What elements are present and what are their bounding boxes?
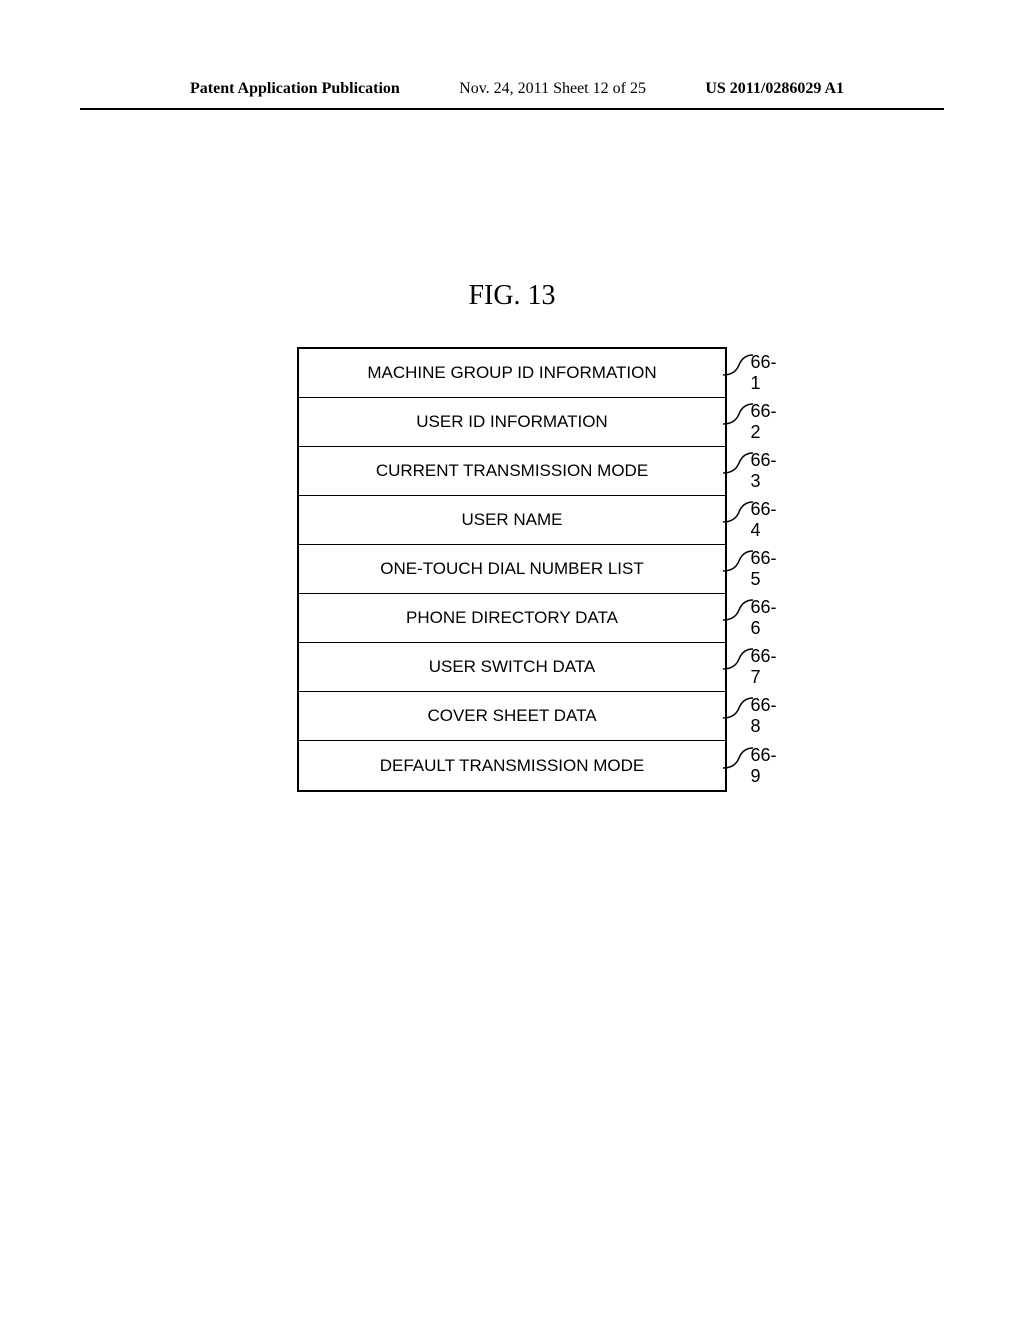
- reference-number: 66-1: [750, 352, 781, 394]
- row-label: USER SWITCH DATA: [429, 657, 596, 677]
- table-row: USER SWITCH DATA66-7: [299, 643, 725, 692]
- reference-number: 66-4: [750, 499, 781, 541]
- header-left-text: Patent Application Publication: [190, 80, 400, 98]
- leader-curve-icon: [723, 655, 748, 679]
- table-row: DEFAULT TRANSMISSION MODE66-9: [299, 741, 725, 790]
- reference-label: 66-4: [725, 499, 781, 541]
- row-label: PHONE DIRECTORY DATA: [406, 608, 618, 628]
- reference-number: 66-5: [750, 548, 781, 590]
- row-label: DEFAULT TRANSMISSION MODE: [380, 756, 645, 776]
- leader-curve-icon: [723, 606, 748, 630]
- reference-number: 66-7: [750, 646, 781, 688]
- table-row: COVER SHEET DATA66-8: [299, 692, 725, 741]
- header-right-text: US 2011/0286029 A1: [705, 80, 844, 98]
- page-header: Patent Application Publication Nov. 24, …: [80, 0, 944, 110]
- reference-label: 66-5: [725, 548, 781, 590]
- row-label: COVER SHEET DATA: [427, 706, 596, 726]
- table-row: USER ID INFORMATION66-2: [299, 398, 725, 447]
- leader-curve-icon: [723, 754, 748, 778]
- reference-label: 66-9: [725, 745, 781, 787]
- leader-curve-icon: [723, 459, 748, 483]
- table-row: MACHINE GROUP ID INFORMATION66-1: [299, 349, 725, 398]
- reference-number: 66-6: [750, 597, 781, 639]
- row-label: MACHINE GROUP ID INFORMATION: [367, 363, 656, 383]
- leader-curve-icon: [723, 361, 748, 385]
- leader-curve-icon: [723, 557, 748, 581]
- leader-curve-icon: [723, 704, 748, 728]
- figure-title: FIG. 13: [0, 280, 1024, 312]
- row-label: ONE-TOUCH DIAL NUMBER LIST: [380, 559, 644, 579]
- table-row: PHONE DIRECTORY DATA66-6: [299, 594, 725, 643]
- reference-label: 66-6: [725, 597, 781, 639]
- row-label: USER NAME: [461, 510, 562, 530]
- row-label: CURRENT TRANSMISSION MODE: [376, 461, 648, 481]
- table-row: CURRENT TRANSMISSION MODE66-3: [299, 447, 725, 496]
- reference-label: 66-3: [725, 450, 781, 492]
- reference-number: 66-2: [750, 401, 781, 443]
- data-structure-table: MACHINE GROUP ID INFORMATION66-1USER ID …: [297, 347, 727, 792]
- leader-curve-icon: [723, 508, 748, 532]
- reference-number: 66-9: [750, 745, 781, 787]
- reference-number: 66-8: [750, 695, 781, 737]
- reference-label: 66-8: [725, 695, 781, 737]
- table-row: USER NAME66-4: [299, 496, 725, 545]
- diagram-container: MACHINE GROUP ID INFORMATION66-1USER ID …: [0, 347, 1024, 792]
- row-label: USER ID INFORMATION: [416, 412, 607, 432]
- leader-curve-icon: [723, 410, 748, 434]
- header-center-text: Nov. 24, 2011 Sheet 12 of 25: [459, 80, 646, 98]
- table-row: ONE-TOUCH DIAL NUMBER LIST66-5: [299, 545, 725, 594]
- reference-label: 66-2: [725, 401, 781, 443]
- reference-number: 66-3: [750, 450, 781, 492]
- reference-label: 66-1: [725, 352, 781, 394]
- reference-label: 66-7: [725, 646, 781, 688]
